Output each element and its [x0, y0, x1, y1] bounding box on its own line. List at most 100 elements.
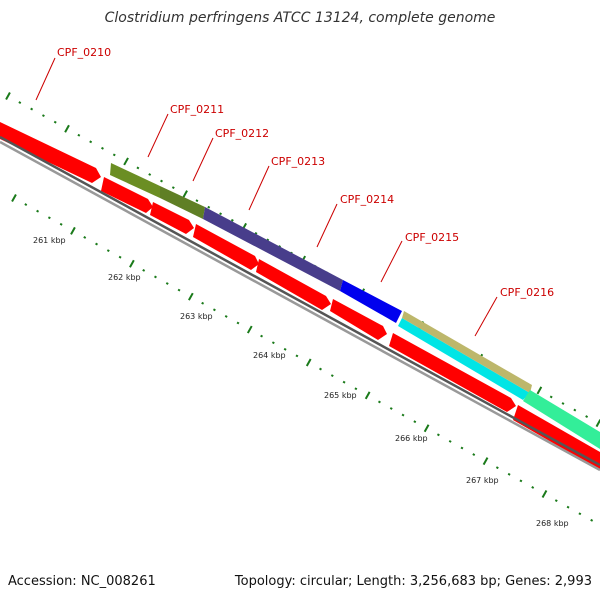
minor-tick — [154, 275, 157, 279]
minor-tick — [448, 439, 452, 443]
tick-label: 262 kbp — [108, 273, 141, 282]
gene-bar-cpf-0212[interactable] — [160, 186, 205, 219]
minor-tick — [142, 268, 146, 272]
minor-tick — [112, 153, 116, 157]
minor-tick — [106, 249, 110, 253]
gene-label-cpf-0213[interactable]: CPF_0213 — [271, 155, 325, 168]
gene-label-cpf-0210[interactable]: CPF_0210 — [57, 46, 111, 59]
kbp-scale-labels: 261 kbp 262 kbp 263 kbp 264 kbp 265 kbp … — [33, 236, 569, 528]
minor-tick — [578, 512, 582, 516]
tick-label: 268 kbp — [536, 519, 569, 528]
backbone — [0, 135, 600, 472]
minor-tick — [354, 387, 358, 391]
inner-tick-track — [11, 194, 594, 522]
tick-label: 264 kbp — [253, 351, 286, 360]
minor-tick — [201, 301, 205, 305]
gene-bar-cpf-0215a[interactable] — [398, 318, 530, 400]
major-tick — [5, 92, 11, 100]
minor-tick — [41, 114, 45, 118]
minor-tick — [165, 282, 169, 285]
gene-bar-cpf-0211[interactable] — [110, 163, 160, 198]
minor-tick — [342, 380, 346, 384]
minor-tick — [171, 186, 175, 190]
major-tick — [123, 157, 129, 166]
minor-tick — [319, 367, 322, 371]
minor-tick — [118, 255, 122, 259]
cds-arrow[interactable] — [193, 224, 259, 270]
minor-tick — [18, 101, 22, 104]
minor-tick — [561, 402, 565, 405]
tick-label: 266 kbp — [395, 434, 428, 443]
minor-tick — [230, 218, 234, 222]
minor-tick — [83, 236, 87, 239]
minor-tick — [271, 341, 275, 345]
minor-tick — [95, 242, 98, 246]
cds-arrow[interactable] — [101, 177, 153, 213]
cds-track — [0, 122, 600, 470]
minor-tick — [389, 407, 393, 410]
major-tick — [188, 292, 194, 301]
minor-tick — [260, 334, 264, 338]
gene-feature-track — [110, 163, 600, 449]
minor-tick — [531, 486, 535, 489]
minor-tick — [148, 173, 152, 176]
minor-tick — [36, 209, 40, 213]
gene-bar-green[interactable] — [523, 390, 600, 449]
minor-tick — [24, 203, 28, 206]
minor-tick — [236, 321, 240, 325]
major-tick — [70, 226, 76, 235]
gene-bar-cpf-0216[interactable] — [402, 311, 532, 393]
minor-tick — [212, 308, 216, 312]
minor-tick — [330, 374, 334, 378]
minor-tick — [89, 140, 93, 144]
minor-tick — [59, 222, 63, 226]
minor-tick — [472, 453, 476, 456]
minor-tick — [77, 133, 81, 137]
minor-tick — [401, 413, 405, 417]
minor-tick — [436, 433, 440, 437]
leader-line — [316, 203, 338, 248]
gene-bar-cpf-0213[interactable] — [203, 207, 343, 291]
minor-tick — [573, 408, 577, 412]
gene-label-cpf-0212[interactable]: CPF_0212 — [215, 127, 269, 140]
cds-arrow[interactable] — [330, 299, 387, 340]
cds-arrow[interactable] — [256, 259, 331, 310]
major-tick — [246, 325, 253, 334]
leader-line — [248, 165, 270, 211]
minor-tick — [101, 146, 104, 150]
leader-line — [147, 113, 169, 158]
major-tick — [129, 259, 135, 268]
major-tick — [64, 124, 70, 133]
minor-tick — [413, 420, 417, 424]
gene-label-cpf-0211[interactable]: CPF_0211 — [170, 103, 224, 116]
minor-tick — [585, 415, 589, 418]
minor-tick — [47, 216, 51, 220]
gene-label-cpf-0214[interactable]: CPF_0214 — [340, 193, 394, 206]
minor-tick — [136, 166, 140, 170]
cds-arrow[interactable] — [150, 202, 194, 234]
major-tick — [182, 190, 188, 199]
minor-tick — [195, 199, 199, 203]
minor-tick — [207, 205, 211, 209]
major-tick — [364, 391, 371, 400]
gene-label-cpf-0216[interactable]: CPF_0216 — [500, 286, 554, 299]
major-tick — [536, 386, 543, 395]
leader-line — [192, 137, 214, 182]
minor-tick — [378, 400, 381, 404]
gene-bar-cpf-0214[interactable] — [340, 280, 402, 323]
minor-tick — [495, 466, 499, 470]
minor-tick — [460, 446, 464, 450]
tick-label: 267 kbp — [466, 476, 499, 485]
gene-label-cpf-0215[interactable]: CPF_0215 — [405, 231, 459, 244]
minor-tick — [160, 179, 163, 183]
minor-tick — [53, 120, 57, 124]
major-tick — [11, 194, 17, 202]
cds-arrow[interactable] — [389, 333, 516, 412]
backbone-line-outer — [0, 135, 600, 467]
minor-tick — [590, 518, 594, 522]
leader-line — [474, 296, 498, 337]
cds-arrow[interactable] — [0, 122, 101, 183]
tick-label: 263 kbp — [180, 312, 213, 321]
map-title: Clostridium perfringens ATCC 13124, comp… — [105, 10, 496, 26]
